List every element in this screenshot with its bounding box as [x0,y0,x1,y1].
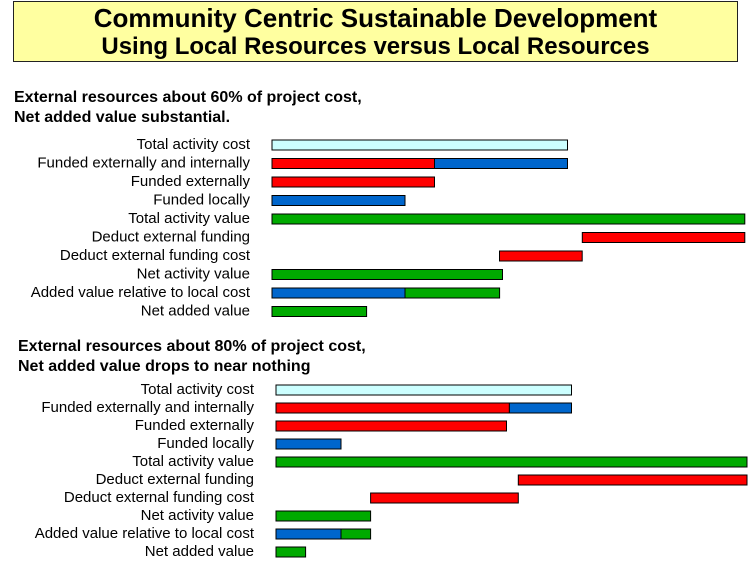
chart-2-row-label: Deduct external funding cost [64,489,255,506]
chart-1-row-label: Total activity value [128,210,250,227]
chart-1-row-label: Funded externally [131,173,251,190]
chart-2-row-label: Funded externally [135,417,255,434]
chart-1-row-label: Funded locally [153,192,250,209]
chart-2-bar-value [275,510,372,522]
chart-1-bar-local [271,287,406,299]
chart-2-row-label: Deduct external funding [96,471,254,488]
chart-2-row-label: Net added value [145,543,254,560]
chart-2-bar-total_cost [275,384,572,396]
chart-1-bar-value [271,213,746,225]
chart-2-row-label: Total activity value [132,453,254,470]
chart-2-row-label: Funded locally [157,435,254,452]
chart-1-bar-external [271,176,435,188]
chart-2-heading-line-2: Net added value drops to near nothing [18,358,311,375]
chart-1-row-label: Net activity value [137,266,250,283]
chart-2-bar-external [517,474,748,486]
chart-1-bar-value [271,269,503,280]
chart-1-bar-external [581,232,746,243]
chart-2-bar-external [275,420,507,432]
chart-1-bar-value [404,287,501,299]
chart-2-bar-local [275,528,342,540]
chart-1-bar-local [271,195,406,206]
title-line-2: Using Local Resources versus Local Resou… [101,33,650,60]
chart-2-row-label: Funded externally and internally [41,399,254,416]
chart-2-row-label: Net activity value [141,507,254,524]
chart-1-row-label: Total activity cost [137,136,251,153]
chart-2-bar-external [370,492,519,504]
chart-2-bar-value [275,546,307,558]
title-line-1: Community Centric Sustainable Developmen… [93,3,658,33]
chart-1-bar-local [434,158,568,169]
chart-1-bar-total_cost [271,139,568,151]
chart-2-bar-value [275,456,748,468]
chart-1-row-label: Net added value [141,303,250,320]
chart-2-row-label: Added value relative to local cost [35,525,255,542]
chart-2-bar-local [508,402,572,414]
chart-1-bar-external [271,158,435,169]
title-banner: Community Centric Sustainable Developmen… [13,1,738,62]
chart-1-row-label: Deduct external funding cost [60,247,251,264]
chart-1-row-label: Deduct external funding [92,229,250,246]
chart-1-bar-value [271,306,368,317]
chart-1-row-label: Funded externally and internally [37,155,250,172]
chart-2-bar-local [275,438,342,450]
chart-2-bar-value [340,528,372,540]
chart-1-heading-line-2: Net added value substantial. [14,109,231,126]
chart-1-bar-external [499,250,583,262]
chart-1-row-label: Added value relative to local cost [31,284,251,301]
chart-2-row-label: Total activity cost [141,381,255,398]
chart-2-heading-line-1: External resources about 80% of project … [18,338,366,355]
chart-2-bar-external [275,402,510,414]
chart-1-heading-line-1: External resources about 60% of project … [14,89,362,106]
